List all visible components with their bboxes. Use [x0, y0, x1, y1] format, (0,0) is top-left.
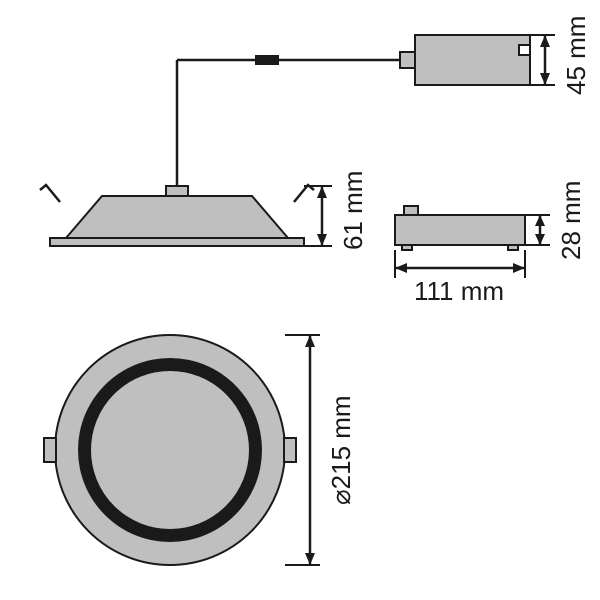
dim-fixture-diameter: ⌀215 mm	[326, 395, 356, 505]
driver-top-view: 45 mm	[400, 16, 591, 95]
fixture-side-view: 61 mm	[40, 171, 368, 250]
dim-driver-height: 45 mm	[561, 16, 591, 95]
dim-fixture-height: 61 mm	[338, 171, 368, 250]
dim-driver-side-height: 28 mm	[556, 181, 586, 260]
dimension-diagram: 45 mm 61 mm	[0, 0, 600, 600]
driver-side-view: 28 mm 111 mm	[395, 181, 586, 306]
dim-driver-width: 111 mm	[414, 276, 504, 306]
fixture-front-view: ⌀215 mm	[44, 335, 356, 565]
